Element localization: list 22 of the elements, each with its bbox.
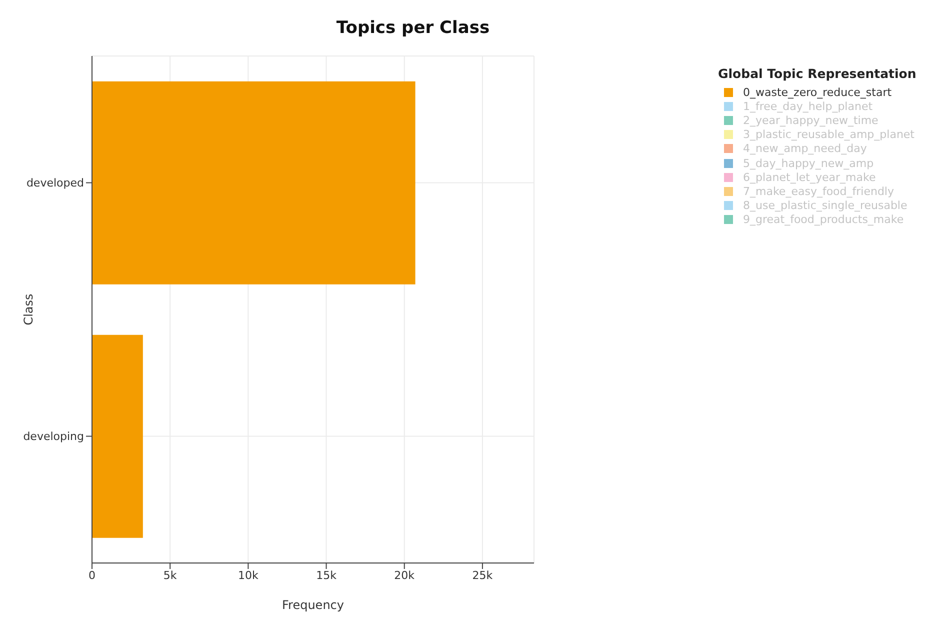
y-tick-label: developing xyxy=(23,430,84,444)
x-tick-label: 25k xyxy=(472,568,494,582)
x-tick-label: 10k xyxy=(238,568,259,582)
x-tick-label: 20k xyxy=(394,568,416,582)
x-tick-label: 5k xyxy=(163,568,178,582)
legend-label: 6_planet_let_year_make xyxy=(743,170,876,184)
legend-label: 0_waste_zero_reduce_start xyxy=(743,86,892,99)
legend-label: 2_year_happy_new_time xyxy=(743,114,878,127)
legend-label: 5_day_happy_new_amp xyxy=(743,156,874,170)
x-axis-title: Frequency xyxy=(282,598,344,612)
chart-title: Topics per Class xyxy=(335,18,491,38)
legend-label: 3_plastic_reusable_amp_planet xyxy=(743,128,914,142)
y-axis-title: Class xyxy=(21,294,36,326)
legend-label: 1_free_day_help_planet xyxy=(743,100,873,113)
legend-label: 9_great_food_products_make xyxy=(743,213,904,226)
legend-label: 8_use_plastic_single_reusable xyxy=(743,199,908,212)
legend-label: 7_make_easy_food_friendly xyxy=(743,184,894,198)
legend-label: 4_new_amp_need_day xyxy=(743,142,867,156)
y-tick-label: developed xyxy=(26,176,84,190)
x-tick-label: 0 xyxy=(88,568,96,582)
x-tick-label: 15k xyxy=(316,568,338,582)
legend-title: Global Topic Representation xyxy=(718,66,918,81)
